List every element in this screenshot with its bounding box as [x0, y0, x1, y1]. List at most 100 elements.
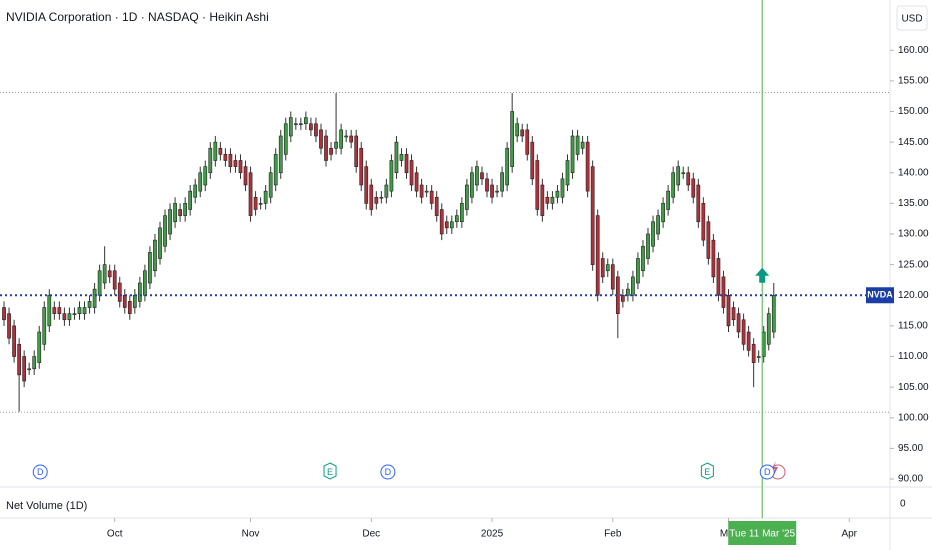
currency: USD	[901, 14, 922, 25]
candle-body	[495, 190, 499, 193]
y-tick-label: 145.00	[898, 137, 929, 148]
candle-body	[651, 221, 655, 247]
candle-body	[600, 258, 605, 278]
candle-body	[656, 215, 660, 235]
y-tick-label: 95.00	[898, 443, 923, 454]
candle-body	[691, 178, 696, 198]
split-icon[interactable]	[772, 461, 778, 475]
candle-body	[379, 196, 384, 199]
candle-body	[273, 154, 278, 186]
candle-body	[62, 313, 67, 321]
y-tick-label: 90.00	[898, 474, 923, 485]
candle-body	[485, 178, 489, 192]
candle-body	[329, 147, 333, 155]
candle-body	[459, 203, 464, 223]
candle-body	[384, 184, 389, 198]
candle-body	[550, 196, 555, 204]
event-label: E	[327, 467, 333, 477]
y-tick-label: 105.00	[898, 382, 929, 393]
candle-body	[525, 129, 530, 155]
candle-body	[439, 209, 444, 235]
candle-body	[766, 313, 771, 345]
candle-body	[444, 221, 449, 229]
candle-body	[243, 166, 248, 186]
candle-body	[641, 245, 645, 272]
y-tick-label: 160.00	[898, 45, 929, 56]
candle-body	[193, 184, 198, 198]
event-icon[interactable]	[32, 464, 48, 480]
candle-body	[37, 331, 42, 363]
candle-body	[595, 215, 600, 296]
candle-body	[112, 270, 117, 290]
candle-body	[27, 368, 32, 371]
candle-body	[72, 313, 77, 315]
candle-body	[771, 294, 776, 333]
y-tick-label: 115.00	[898, 321, 928, 332]
y-tick-label: 125.00	[898, 259, 929, 270]
candle-body	[67, 313, 72, 321]
candle-body	[374, 196, 379, 204]
event-label: D	[764, 467, 771, 477]
candle-body	[570, 135, 575, 174]
candle-body	[364, 166, 369, 204]
event-icon[interactable]	[700, 462, 714, 480]
candle-body	[701, 203, 706, 241]
candle-body	[77, 307, 82, 314]
candle-body	[127, 301, 132, 314]
y-tick-label: 110.00	[898, 351, 928, 362]
candle-body	[278, 135, 283, 174]
signal-arrow[interactable]	[755, 267, 770, 283]
candle-body	[183, 203, 188, 216]
candle-body	[148, 252, 152, 284]
candle-body	[52, 307, 57, 314]
x-tick-label: Apr	[841, 529, 857, 540]
candle-body	[7, 313, 11, 339]
candle-body	[238, 160, 243, 174]
candle-body	[354, 135, 359, 167]
currency-box[interactable]	[896, 5, 928, 31]
x-tick-label: Oct	[107, 529, 123, 540]
candle-body	[419, 184, 424, 198]
event-icon[interactable]	[380, 464, 396, 480]
candle-body	[253, 196, 258, 210]
candle-body	[117, 282, 122, 302]
event-icon[interactable]	[323, 462, 337, 480]
candle-body	[168, 209, 172, 235]
candle-body	[681, 172, 686, 175]
candle-body	[666, 190, 670, 210]
candle-body	[57, 307, 62, 314]
candle-body	[565, 160, 570, 186]
candle-body	[424, 190, 429, 193]
x-tick-label: 2025	[481, 529, 504, 540]
candle-body	[626, 288, 630, 296]
candle-body	[636, 258, 640, 284]
candle-body	[288, 117, 293, 137]
candle-body	[208, 147, 213, 174]
candle-body	[535, 160, 540, 210]
candle-body	[731, 307, 736, 321]
candle-body	[490, 184, 494, 198]
crosshair-label: Tue 11 Mar '25	[729, 529, 795, 540]
candle-body	[233, 160, 238, 167]
candle-body	[122, 294, 127, 308]
candle-body	[258, 203, 263, 205]
candle-body	[369, 184, 374, 210]
candle-body	[686, 172, 691, 186]
candle-body	[480, 172, 484, 180]
candle-body	[394, 141, 399, 174]
candle-body	[661, 203, 665, 223]
candle-body	[555, 190, 560, 198]
candle-body	[334, 141, 338, 149]
candle-body	[429, 190, 434, 204]
candle-body	[676, 166, 681, 186]
candle-body	[324, 135, 328, 161]
last-price-label: NVDA	[867, 290, 893, 300]
event-icon[interactable]	[759, 464, 775, 480]
candle-body	[610, 264, 615, 290]
last-price-box	[866, 287, 894, 304]
candle-body	[138, 282, 142, 302]
candle-body	[344, 135, 348, 138]
candle-body	[42, 307, 47, 345]
candle-body	[434, 196, 439, 216]
crosshair-label-box	[728, 521, 797, 545]
